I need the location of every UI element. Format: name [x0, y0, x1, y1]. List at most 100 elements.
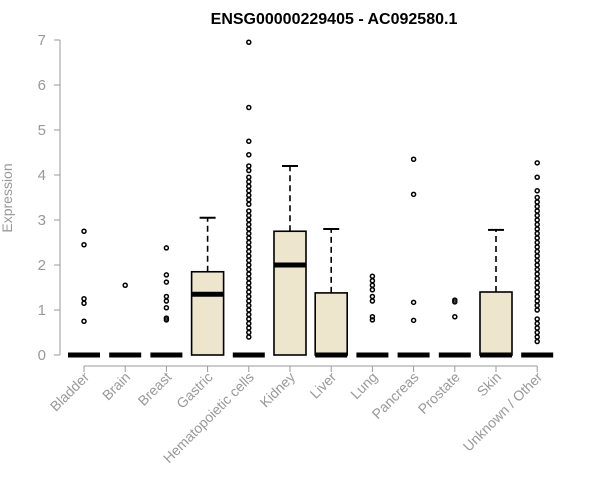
outlier-point: [246, 226, 252, 232]
outlier-point: [534, 257, 540, 264]
outlier-point: [163, 298, 170, 304]
outlier-point: [410, 299, 417, 306]
outlier-point: [122, 282, 128, 288]
outlier-point: [163, 305, 170, 311]
outlier-point: [246, 208, 252, 214]
outlier-point: [246, 235, 252, 241]
outlier-point: [410, 156, 417, 162]
outlier-point: [534, 320, 540, 327]
outlier-point: [246, 311, 252, 318]
box-group: [479, 228, 513, 358]
chart-title: ENSG00000229405 - AC092580.1: [211, 11, 458, 28]
outlier-point: [246, 293, 252, 300]
outlier-point: [534, 239, 540, 246]
x-tick-label: Liver: [307, 369, 340, 402]
outlier-point: [246, 329, 252, 336]
outlier-point: [246, 167, 252, 174]
outlier-point: [452, 314, 458, 320]
outlier-point: [246, 39, 252, 45]
x-tick-label: Skin: [474, 369, 505, 400]
x-tick-label: Kidney: [257, 369, 299, 411]
box-series: [68, 39, 554, 358]
outlier-point: [163, 317, 170, 323]
outlier-point: [246, 179, 252, 185]
box-iqr: [314, 292, 349, 356]
outlier-point: [369, 317, 376, 323]
x-tick-label: Bladder: [47, 369, 93, 415]
outlier-point: [81, 296, 87, 302]
x-tick-label: Lung: [347, 369, 380, 402]
outlier-point: [246, 307, 252, 313]
y-tick-label: 4: [38, 167, 46, 184]
outlier-point: [369, 293, 376, 300]
box-group: [150, 245, 183, 358]
outlier-point: [246, 302, 252, 309]
outlier-point: [246, 152, 252, 158]
outlier-point: [246, 271, 252, 277]
outlier-point: [246, 316, 252, 322]
outlier-point: [246, 334, 252, 340]
outlier-point: [246, 217, 252, 223]
outlier-point: [246, 221, 252, 228]
outlier-point: [246, 320, 252, 327]
outlier-point: [534, 307, 540, 313]
y-tick-label: 3: [38, 212, 46, 229]
outlier-point: [81, 242, 87, 248]
outlier-point: [534, 266, 540, 273]
outlier-point: [534, 289, 540, 295]
outlier-point: [534, 194, 540, 201]
outlier-point: [246, 275, 252, 282]
y-tick-label: 7: [38, 32, 46, 49]
outlier-point: [534, 293, 540, 300]
x-tick-label: Breast: [135, 369, 175, 409]
outlier-point: [534, 208, 540, 214]
y-tick-label: 1: [38, 302, 46, 319]
box-group: [397, 156, 430, 358]
outlier-point: [246, 212, 252, 219]
outlier-point: [246, 325, 252, 331]
outlier-point: [246, 248, 252, 255]
outlier-point: [246, 280, 252, 286]
x-tick-label: Prostate: [415, 369, 463, 417]
outlier-point: [534, 221, 540, 228]
outlier-point: [81, 318, 87, 324]
outlier-point: [534, 235, 540, 241]
outlier-point: [246, 262, 252, 268]
y-axis-label: Expression: [0, 163, 15, 232]
outlier-point: [534, 298, 540, 304]
outlier-point: [534, 338, 540, 345]
outlier-point: [534, 174, 540, 180]
outlier-point: [534, 325, 540, 331]
outlier-point: [534, 226, 540, 232]
box-iqr: [273, 230, 307, 356]
box-group: [314, 228, 349, 358]
outlier-point: [246, 192, 252, 198]
outlier-point: [246, 289, 252, 295]
outlier-point: [534, 284, 540, 291]
outlier-point: [369, 273, 376, 279]
box-group: [232, 39, 265, 358]
outlier-point: [534, 316, 540, 322]
outlier-point: [534, 212, 540, 219]
outlier-point: [534, 217, 540, 223]
outlier-point: [246, 163, 252, 169]
outlier-point: [534, 253, 540, 259]
box-group: [109, 282, 142, 358]
outlier-point: [246, 230, 252, 237]
outlier-point: [246, 253, 252, 259]
outlier-point: [534, 248, 540, 255]
outlier-point: [163, 245, 170, 251]
outlier-point: [369, 298, 376, 304]
outlier-point: [534, 280, 540, 286]
box-iqr: [190, 270, 225, 356]
y-tick-label: 2: [38, 257, 46, 274]
outlier-point: [534, 275, 540, 282]
box-group: [356, 273, 389, 358]
outlier-point: [534, 160, 540, 166]
box-iqr: [479, 291, 513, 356]
outlier-point: [246, 284, 252, 291]
outlier-point: [534, 302, 540, 309]
outlier-point: [534, 334, 540, 340]
outlier-point: [534, 188, 540, 194]
